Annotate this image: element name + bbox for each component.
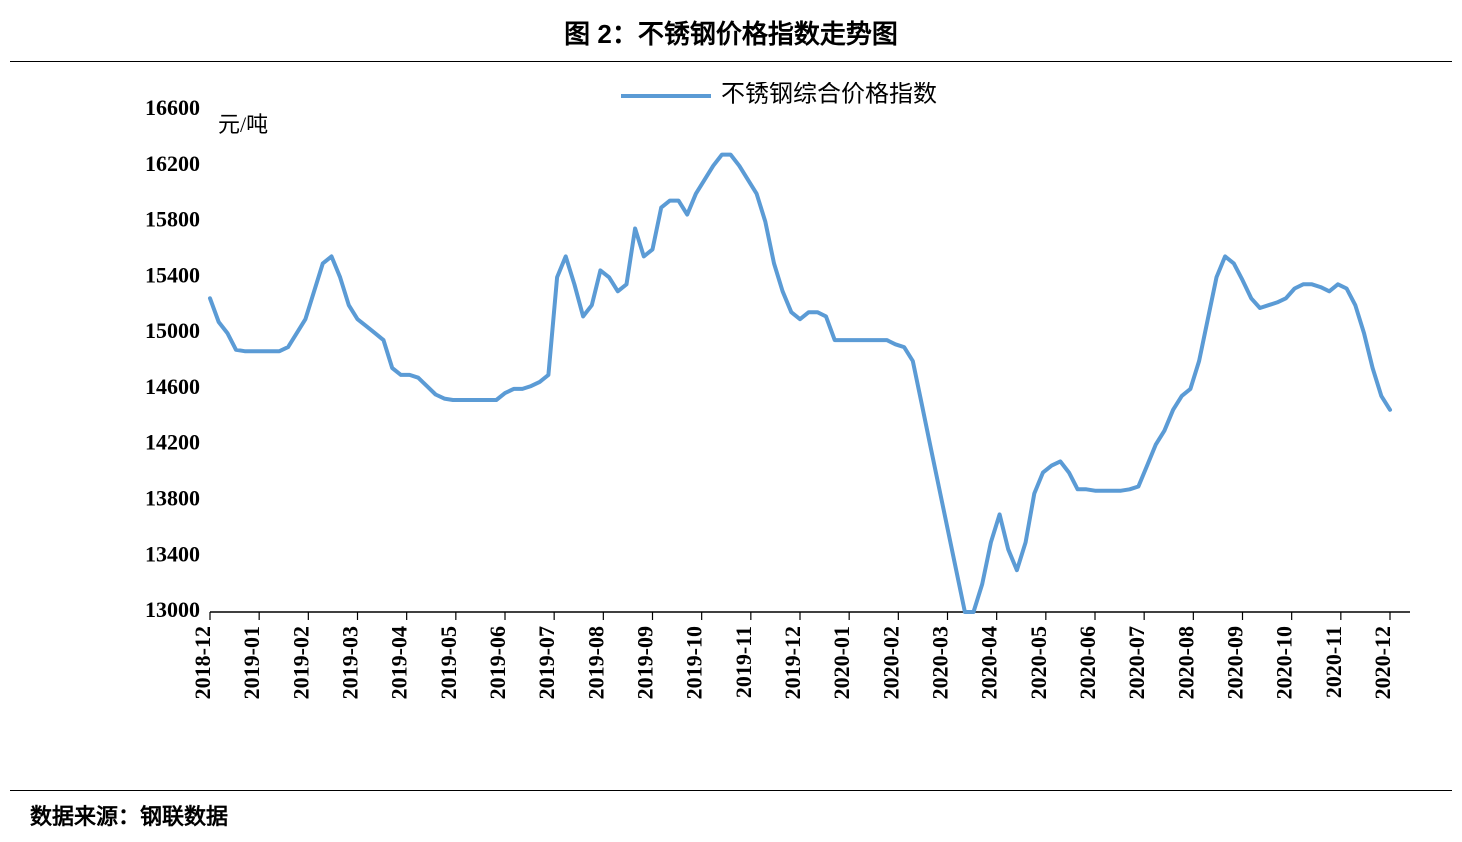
x-tick-label: 2020-02	[878, 626, 903, 699]
y-tick-label: 14200	[145, 430, 200, 455]
x-tick-label: 2020-09	[1223, 626, 1248, 699]
x-tick-label: 2020-10	[1272, 626, 1297, 699]
line-chart: 不锈钢综合价格指数元/吨 13000 13400 13800 14200 14600 150…	[50, 82, 1432, 782]
y-tick-label: 15400	[145, 262, 200, 287]
y-tick-label: 13000	[145, 597, 200, 622]
legend-label: 不锈钢综合价格指数	[721, 82, 937, 108]
y-tick-label: 15000	[145, 318, 200, 343]
x-tick-label: 2020-07	[1124, 626, 1149, 699]
x-tick-label: 2019-05	[436, 626, 461, 699]
x-tick-label: 2019-06	[485, 626, 510, 699]
y-tick-label: 13400	[145, 541, 200, 566]
y-tick-label: 14600	[145, 374, 200, 399]
y-unit-label: 元/吨	[218, 112, 268, 137]
x-tick-label: 2020-06	[1075, 626, 1100, 699]
x-tick-label: 2020-04	[977, 626, 1002, 699]
y-tick-label: 15800	[145, 207, 200, 232]
x-tick-label: 2019-07	[534, 626, 559, 699]
y-tick-label: 13800	[145, 485, 200, 510]
y-tick-label: 16200	[145, 151, 200, 176]
x-tick-label: 2019-08	[583, 626, 608, 699]
x-tick-label: 2019-02	[288, 626, 313, 699]
x-tick-label: 2020-08	[1173, 626, 1198, 699]
x-tick-label: 2019-01	[239, 626, 264, 699]
x-tick-label: 2019-03	[338, 626, 363, 699]
chart-title: 图 2：不锈钢价格指数走势图	[10, 10, 1452, 62]
x-tick-label: 2019-12	[780, 626, 805, 699]
x-tick-label: 2020-01	[829, 626, 854, 699]
x-tick-label: 2019-04	[387, 626, 412, 699]
x-tick-label: 2020-03	[928, 626, 953, 699]
x-tick-label: 2019-10	[682, 626, 707, 699]
data-source-label: 数据来源：钢联数据	[10, 790, 1452, 831]
x-tick-label: 2020-05	[1026, 626, 1051, 699]
x-tick-label: 2018-12	[190, 626, 215, 699]
x-tick-label: 2019-11	[731, 626, 756, 698]
chart-container: 不锈钢综合价格指数元/吨 13000 13400 13800 14200 14600 150…	[50, 82, 1412, 782]
x-tick-label: 2019-09	[633, 626, 658, 699]
x-tick-label: 2020-12	[1370, 626, 1395, 699]
y-tick-label: 16600	[145, 95, 200, 120]
x-tick-label: 2020-11	[1321, 626, 1346, 698]
